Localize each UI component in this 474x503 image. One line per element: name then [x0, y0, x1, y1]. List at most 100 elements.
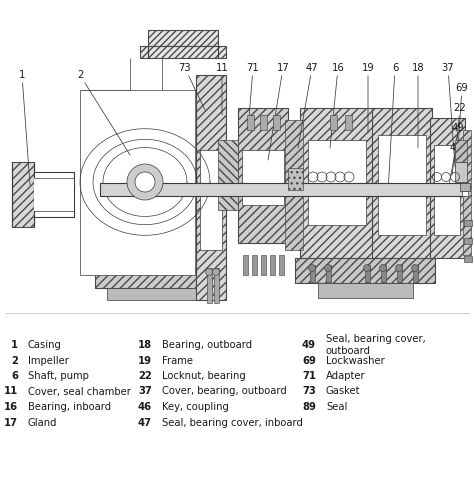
- Text: Seal, bearing cover,
outboard: Seal, bearing cover, outboard: [326, 334, 426, 356]
- Text: Gland: Gland: [28, 417, 57, 428]
- Text: 69: 69: [456, 83, 468, 148]
- Text: 37: 37: [442, 63, 455, 167]
- Bar: [95, 268, 215, 288]
- Bar: [462, 191, 468, 196]
- Text: 47: 47: [138, 417, 152, 428]
- Bar: [107, 288, 202, 300]
- Bar: [288, 168, 303, 190]
- Circle shape: [395, 265, 402, 272]
- Text: 46: 46: [448, 143, 462, 190]
- Text: 71: 71: [302, 371, 316, 381]
- Bar: [200, 150, 222, 250]
- Bar: [260, 115, 267, 130]
- Bar: [430, 118, 465, 258]
- Bar: [308, 140, 366, 225]
- Text: 19: 19: [362, 63, 374, 133]
- Text: 71: 71: [246, 63, 259, 130]
- Bar: [455, 162, 467, 182]
- Text: Impeller: Impeller: [28, 356, 69, 366]
- Bar: [140, 46, 226, 58]
- Text: Frame: Frame: [162, 356, 193, 366]
- Bar: [34, 178, 74, 211]
- Text: 89: 89: [302, 402, 316, 412]
- Text: 1: 1: [11, 340, 18, 350]
- Text: 16: 16: [4, 402, 18, 412]
- Bar: [455, 140, 467, 162]
- Text: 16: 16: [330, 63, 345, 148]
- Circle shape: [364, 265, 371, 272]
- Bar: [381, 265, 386, 282]
- Circle shape: [309, 265, 316, 272]
- Bar: [464, 238, 472, 244]
- Bar: [100, 183, 465, 196]
- Bar: [378, 135, 426, 235]
- Bar: [207, 268, 212, 303]
- Bar: [270, 255, 275, 275]
- Bar: [34, 172, 74, 217]
- Text: 19: 19: [138, 356, 152, 366]
- Circle shape: [380, 265, 386, 272]
- Bar: [295, 258, 435, 283]
- Bar: [463, 130, 471, 255]
- Text: 22: 22: [138, 371, 152, 381]
- Bar: [413, 265, 418, 282]
- Bar: [300, 108, 375, 263]
- Bar: [196, 75, 226, 300]
- Bar: [273, 115, 280, 130]
- Bar: [434, 145, 460, 235]
- Bar: [330, 115, 337, 130]
- Circle shape: [127, 164, 163, 200]
- Text: Adapter: Adapter: [326, 371, 365, 381]
- Bar: [285, 120, 303, 250]
- Text: 73: 73: [179, 63, 205, 110]
- Text: 11: 11: [4, 386, 18, 396]
- Text: 69: 69: [302, 356, 316, 366]
- Text: Bearing, outboard: Bearing, outboard: [162, 340, 252, 350]
- Circle shape: [212, 269, 219, 276]
- Bar: [242, 150, 284, 205]
- Text: Bearing, inboard: Bearing, inboard: [28, 402, 111, 412]
- Bar: [318, 283, 413, 298]
- Text: Cover, bearing, outboard: Cover, bearing, outboard: [162, 386, 287, 396]
- Bar: [345, 115, 352, 130]
- Text: Cover, seal chamber: Cover, seal chamber: [28, 386, 131, 396]
- Text: Key, coupling: Key, coupling: [162, 402, 229, 412]
- Bar: [12, 162, 34, 227]
- Text: 22: 22: [454, 103, 466, 160]
- Text: Seal, bearing cover, inboard: Seal, bearing cover, inboard: [162, 417, 303, 428]
- Text: 6: 6: [11, 371, 18, 381]
- Text: 17: 17: [4, 417, 18, 428]
- Text: 49: 49: [302, 340, 316, 350]
- Text: Seal: Seal: [326, 402, 347, 412]
- Text: 49: 49: [452, 123, 465, 175]
- Bar: [460, 183, 470, 191]
- Bar: [261, 255, 266, 275]
- Text: 18: 18: [138, 340, 152, 350]
- Bar: [68, 58, 216, 300]
- Text: 37: 37: [138, 386, 152, 396]
- Text: 46: 46: [138, 402, 152, 412]
- Bar: [464, 256, 472, 262]
- Bar: [252, 255, 257, 275]
- Bar: [80, 90, 195, 275]
- Bar: [365, 265, 370, 282]
- Text: Locknut, bearing: Locknut, bearing: [162, 371, 246, 381]
- Text: 17: 17: [268, 63, 289, 160]
- Text: 2: 2: [11, 356, 18, 366]
- Bar: [8, 28, 468, 306]
- Text: Gasket: Gasket: [326, 386, 361, 396]
- Bar: [397, 265, 402, 282]
- Bar: [218, 140, 238, 210]
- Bar: [279, 255, 284, 275]
- Text: 1: 1: [19, 70, 30, 185]
- Bar: [243, 255, 248, 275]
- Text: Lockwasher: Lockwasher: [326, 356, 385, 366]
- Bar: [214, 268, 219, 303]
- Bar: [247, 115, 254, 130]
- Bar: [310, 265, 315, 282]
- Text: Shaft, pump: Shaft, pump: [28, 371, 89, 381]
- Text: 6: 6: [388, 63, 398, 193]
- Circle shape: [325, 265, 331, 272]
- Text: 11: 11: [216, 63, 228, 115]
- Bar: [464, 220, 472, 226]
